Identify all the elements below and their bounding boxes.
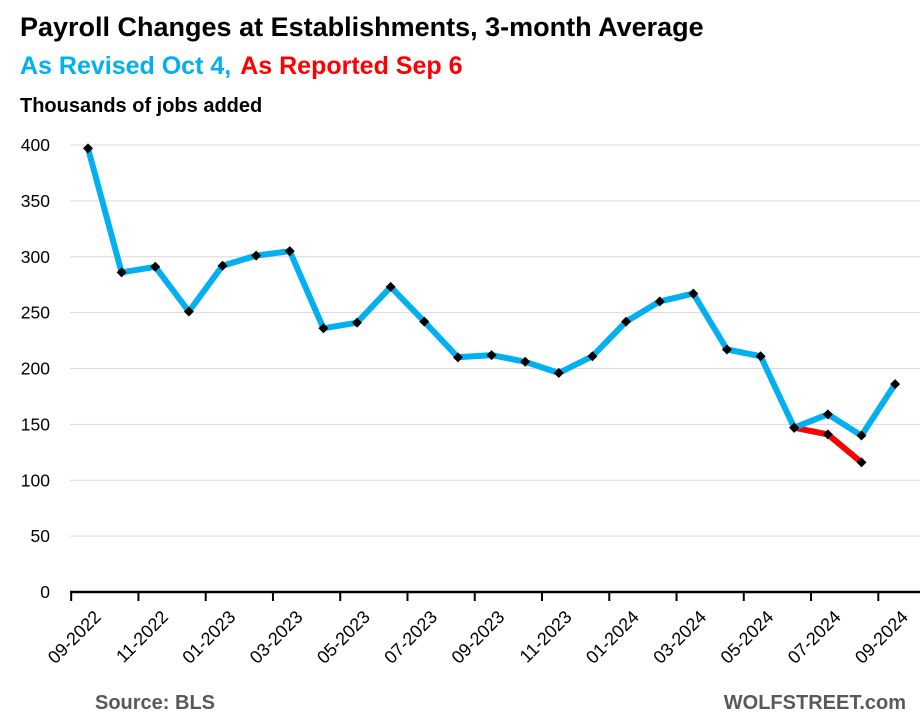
data-point-marker bbox=[116, 267, 127, 278]
y-axis-label: 350 bbox=[21, 191, 50, 211]
data-point-marker bbox=[856, 430, 867, 441]
data-point-marker bbox=[587, 351, 598, 362]
data-point-marker bbox=[688, 288, 699, 299]
chart-title: Payroll Changes at Establishments, 3-mon… bbox=[20, 12, 704, 42]
subtitle-reported-label: As Reported Sep 6 bbox=[240, 52, 463, 80]
data-point-marker bbox=[822, 409, 833, 420]
data-point-marker bbox=[318, 323, 329, 334]
x-axis-label: 03-2024 bbox=[649, 607, 710, 668]
x-axis-label: 07-2023 bbox=[380, 607, 441, 668]
y-axis-label: 200 bbox=[21, 359, 50, 379]
x-axis-label: 09-2024 bbox=[851, 607, 912, 668]
x-axis-label: 05-2024 bbox=[717, 607, 778, 668]
x-axis-label: 05-2023 bbox=[313, 607, 374, 668]
data-point-marker bbox=[721, 344, 732, 355]
x-axis-label: 09-2023 bbox=[448, 607, 509, 668]
y-axis-label: 100 bbox=[21, 470, 50, 490]
series-line-revised bbox=[85, 145, 899, 439]
x-axis-label: 03-2023 bbox=[246, 607, 307, 668]
x-axis-label: 09-2022 bbox=[44, 607, 105, 668]
x-axis-label: 11-2023 bbox=[516, 607, 576, 667]
x-axis-label: 07-2024 bbox=[784, 607, 845, 668]
y-axis-label: 400 bbox=[21, 135, 50, 155]
chart-subtitle: As Revised Oct 4, As Reported Sep 6 bbox=[20, 52, 463, 81]
x-axis-label: 01-2023 bbox=[178, 607, 239, 668]
y-axis-label: 300 bbox=[21, 247, 50, 267]
x-axis-label: 01-2024 bbox=[582, 607, 643, 668]
data-point-marker bbox=[352, 317, 363, 328]
data-point-marker bbox=[520, 356, 531, 367]
y-axis-unit-label: Thousands of jobs added bbox=[20, 95, 263, 117]
data-point-marker bbox=[284, 246, 295, 257]
data-point-marker bbox=[150, 261, 161, 272]
data-point-marker bbox=[553, 367, 564, 378]
data-point-marker bbox=[856, 457, 867, 468]
data-point-marker bbox=[419, 316, 430, 327]
data-point-marker bbox=[251, 250, 262, 261]
y-axis-label: 0 bbox=[40, 582, 50, 602]
subtitle-revised-label: As Revised Oct 4, bbox=[20, 52, 232, 80]
data-point-marker bbox=[452, 352, 463, 363]
x-axis-label: 11-2022 bbox=[112, 607, 172, 667]
data-point-marker bbox=[789, 422, 800, 433]
data-point-marker bbox=[385, 281, 396, 292]
y-axis-label: 150 bbox=[21, 414, 50, 434]
data-point-marker bbox=[755, 351, 766, 362]
brand-label: WOLFSTREET.com bbox=[723, 692, 906, 714]
data-point-marker bbox=[217, 260, 228, 271]
data-point-marker bbox=[822, 429, 833, 440]
data-point-marker bbox=[486, 350, 497, 361]
data-point-marker bbox=[621, 316, 632, 327]
source-label: Source: BLS bbox=[95, 692, 216, 714]
data-point-marker bbox=[83, 143, 93, 154]
data-point-marker bbox=[890, 379, 901, 390]
data-point-marker bbox=[654, 296, 665, 307]
y-axis-label: 250 bbox=[21, 303, 50, 323]
data-point-marker bbox=[183, 306, 194, 317]
y-axis-label: 50 bbox=[31, 526, 51, 546]
